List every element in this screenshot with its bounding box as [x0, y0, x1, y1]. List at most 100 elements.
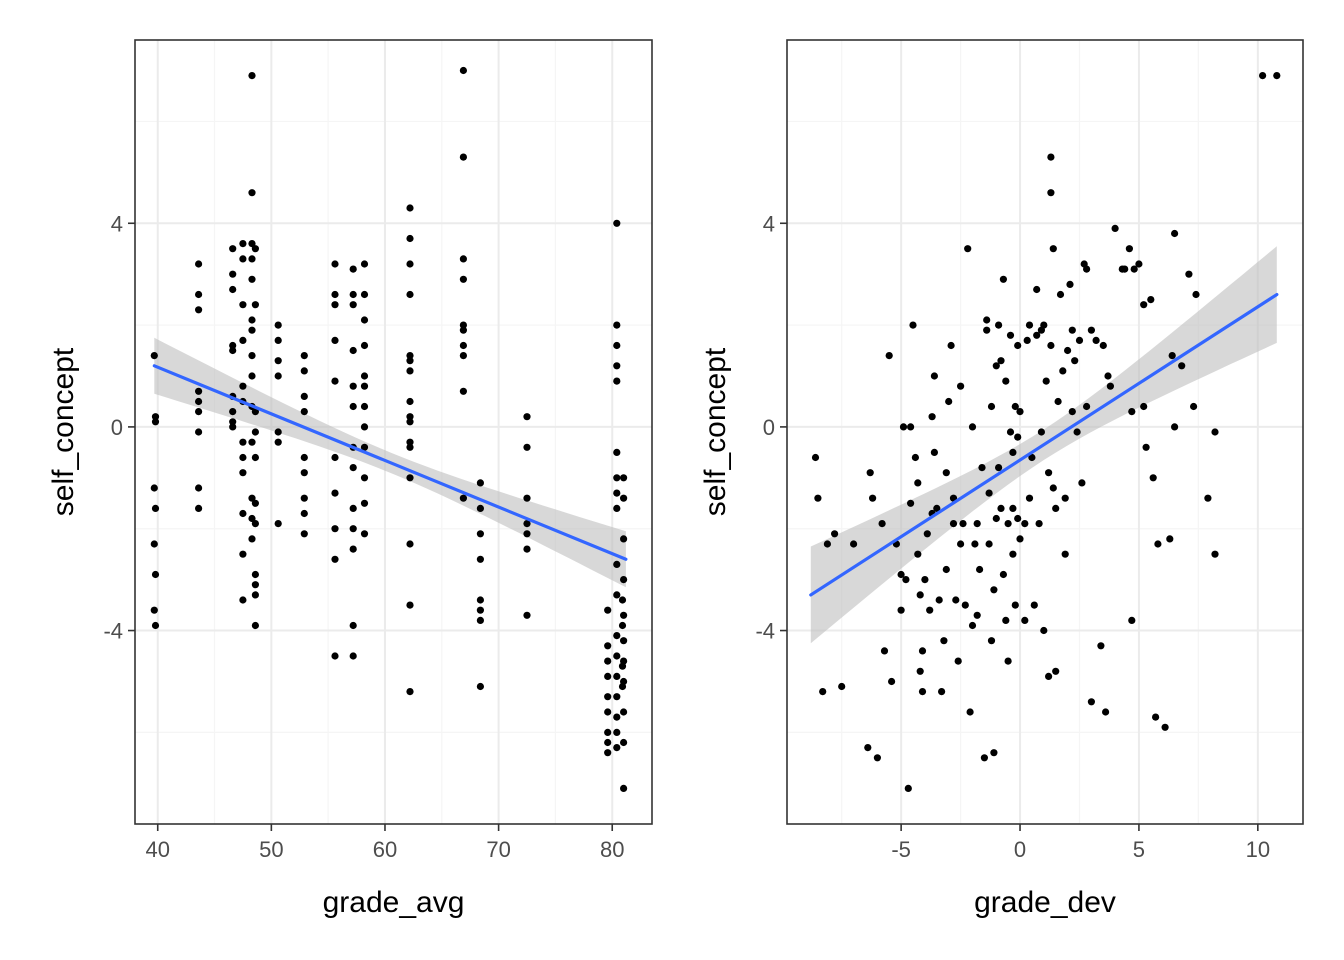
- data-point: [620, 708, 628, 716]
- data-point: [248, 352, 256, 360]
- data-point: [360, 530, 369, 538]
- data-point: [604, 606, 612, 614]
- data-point: [1035, 520, 1043, 528]
- data-point: [1052, 667, 1060, 675]
- data-point: [459, 341, 467, 350]
- data-point: [151, 418, 160, 426]
- data-point: [1140, 301, 1148, 309]
- data-point: [195, 408, 203, 416]
- data-point: [195, 504, 203, 512]
- data-point: [195, 260, 203, 268]
- data-point: [995, 464, 1003, 472]
- x-axis-title-grade-dev: grade_dev: [974, 886, 1116, 919]
- data-point: [990, 586, 998, 594]
- data-point: [300, 392, 308, 400]
- data-point: [930, 372, 939, 380]
- data-point: [1149, 474, 1157, 482]
- data-point: [1025, 494, 1034, 502]
- data-point: [360, 443, 369, 451]
- data-point: [1016, 535, 1024, 543]
- data-point: [1037, 428, 1045, 436]
- data-point: [897, 570, 905, 579]
- data-point: [331, 260, 339, 268]
- data-point: [251, 591, 259, 599]
- data-point: [918, 647, 927, 655]
- data-point: [850, 540, 858, 548]
- data-point: [349, 621, 357, 630]
- data-point: [151, 413, 160, 421]
- data-point: [331, 290, 339, 299]
- data-point: [406, 443, 414, 451]
- data-point: [251, 499, 259, 507]
- data-point: [899, 423, 908, 431]
- data-point: [195, 484, 203, 492]
- data-point: [248, 514, 256, 523]
- data-point: [349, 402, 357, 411]
- data-point: [1130, 265, 1138, 273]
- regression-line: [152, 364, 628, 561]
- data-point: [229, 418, 237, 426]
- data-point: [613, 728, 621, 737]
- data-point: [987, 637, 996, 645]
- data-point: [239, 596, 247, 604]
- data-point: [897, 606, 905, 614]
- data-point: [523, 443, 531, 451]
- x-tick-label: 10: [1246, 837, 1270, 862]
- data-point: [1033, 285, 1041, 294]
- data-point: [1068, 326, 1076, 334]
- data-point: [331, 377, 339, 385]
- data-point: [248, 240, 256, 248]
- data-point: [938, 688, 946, 696]
- data-point: [151, 621, 160, 630]
- data-point: [406, 204, 414, 212]
- data-point: [274, 336, 282, 344]
- data-point: [360, 402, 369, 411]
- data-point: [947, 341, 955, 350]
- data-point: [811, 453, 820, 462]
- data-point: [150, 540, 158, 548]
- data-point: [613, 744, 621, 752]
- data-point: [885, 352, 893, 360]
- data-point: [406, 688, 414, 696]
- data-point: [274, 321, 282, 329]
- data-point: [916, 591, 924, 599]
- data-point: [907, 499, 915, 507]
- data-point: [604, 708, 612, 716]
- data-point: [248, 72, 256, 80]
- data-point: [940, 637, 948, 645]
- data-point: [1054, 397, 1062, 406]
- data-point: [251, 428, 259, 436]
- data-point: [902, 576, 910, 584]
- data-point: [1128, 616, 1136, 625]
- data-point: [604, 749, 612, 757]
- data-point: [618, 621, 627, 630]
- data-point: [945, 397, 953, 406]
- data-point: [248, 326, 256, 334]
- data-point: [914, 550, 922, 558]
- data-point: [248, 316, 256, 324]
- data-point: [992, 362, 1000, 370]
- data-point: [921, 576, 929, 584]
- data-point: [360, 260, 369, 268]
- data-point: [151, 570, 160, 579]
- data-point: [1064, 346, 1072, 355]
- data-point: [1171, 229, 1179, 238]
- data-point: [239, 509, 247, 518]
- panel-border: [786, 39, 1304, 825]
- data-point: [523, 611, 531, 619]
- x-axis-title-grade-avg: grade_avg: [323, 886, 465, 919]
- x-tick-label: 5: [1133, 837, 1145, 862]
- x-tick-label: 40: [145, 837, 169, 862]
- data-point: [239, 240, 247, 248]
- data-point: [459, 275, 467, 283]
- data-point: [300, 367, 308, 375]
- data-point: [459, 255, 467, 263]
- data-point: [930, 448, 939, 456]
- data-point: [195, 397, 203, 406]
- data-point: [968, 621, 977, 630]
- panel-background: [135, 40, 652, 824]
- data-point: [604, 672, 612, 681]
- data-point: [613, 341, 621, 350]
- data-point: [300, 408, 308, 416]
- data-point: [1099, 341, 1107, 350]
